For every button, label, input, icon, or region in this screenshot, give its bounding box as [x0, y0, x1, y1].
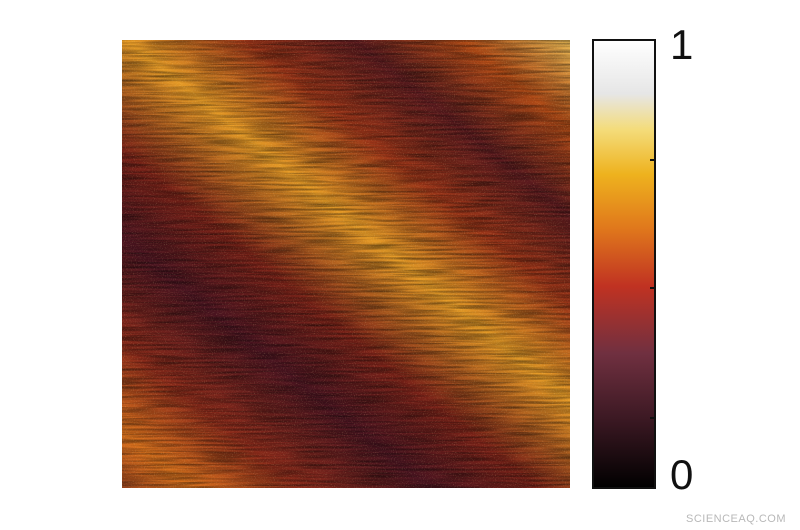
- heatmap: [122, 40, 570, 488]
- colorbar-min-label: 0: [670, 451, 693, 498]
- colorbar: 1 0: [592, 21, 693, 498]
- colorbar-max-label: 1: [670, 21, 693, 68]
- watermark: SCIENCEAQ.COM: [686, 513, 786, 525]
